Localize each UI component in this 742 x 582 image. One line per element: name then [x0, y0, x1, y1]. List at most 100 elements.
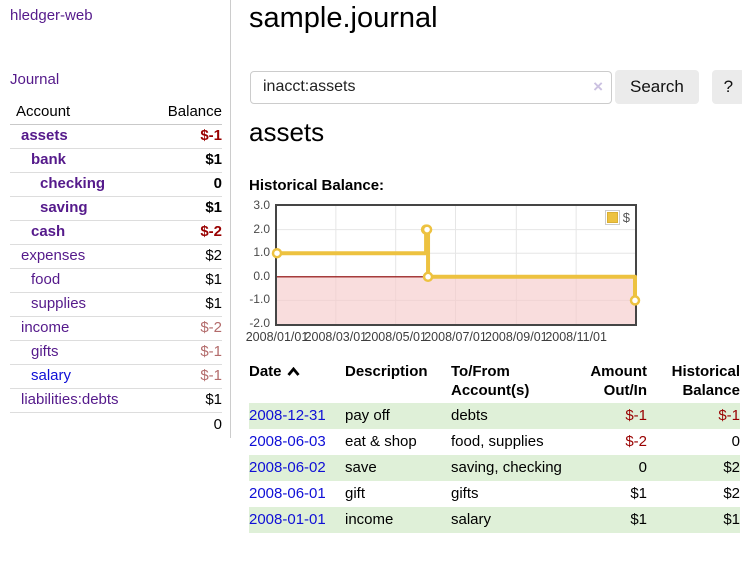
- account-row: saving $1: [10, 196, 222, 221]
- account-balance: $-2: [146, 316, 222, 341]
- account-link-salary[interactable]: salary: [31, 367, 72, 384]
- transaction-description: eat & shop: [345, 433, 417, 450]
- register-row: 2008-06-02 save saving, checking 0 $2: [249, 455, 740, 481]
- account-link-bank[interactable]: bank: [31, 151, 67, 168]
- account-row: cash $-2: [10, 220, 222, 245]
- transaction-accounts: salary: [451, 511, 492, 528]
- account-row: assets $-1: [10, 124, 222, 149]
- register-row: 2008-06-03 eat & shop food, supplies $-2…: [249, 429, 740, 455]
- accounts-table-header: Account Balance: [10, 100, 222, 125]
- transaction-date-link[interactable]: 2008-01-01: [249, 511, 326, 528]
- data-point-marker[interactable]: [271, 247, 283, 259]
- account-link-expenses[interactable]: expenses: [21, 247, 86, 264]
- transaction-accounts: food, supplies: [451, 433, 544, 450]
- account-link-liabilities-debts[interactable]: liabilities:debts: [21, 391, 119, 408]
- x-tick-label: 2008/03/01: [304, 330, 368, 344]
- account-row: bank $1: [10, 148, 222, 173]
- account-row: liabilities:debts $1: [10, 388, 222, 413]
- sort-ascending-icon: [286, 366, 300, 376]
- account-balance: $1: [146, 196, 222, 221]
- account-link-cash[interactable]: cash: [31, 223, 66, 240]
- column-header-date[interactable]: Date: [249, 359, 345, 403]
- account-link-checking[interactable]: checking: [40, 175, 106, 192]
- sidebar: hledger-web Journal Account Balance asse…: [0, 0, 231, 438]
- transaction-date-link[interactable]: 2008-12-31: [249, 407, 326, 424]
- transaction-description: pay off: [345, 407, 390, 424]
- y-axis-labels: 3.0 2.0 1.0 0.0 -1.0 -2.0: [232, 198, 272, 332]
- sidebar-item-journal[interactable]: Journal: [10, 71, 60, 88]
- account-row: salary $-1: [10, 364, 222, 389]
- x-tick-label: 2008/11/01: [545, 330, 607, 344]
- transaction-date-link[interactable]: 2008-06-02: [249, 459, 326, 476]
- account-balance: 0: [146, 172, 222, 197]
- account-balance: $1: [146, 268, 222, 293]
- y-tick-label: 2.0: [253, 221, 270, 236]
- account-row: supplies $1: [10, 292, 222, 317]
- transaction-balance: 0: [731, 433, 740, 450]
- register-header-row: Date Description To/From Account(s) Amoun…: [249, 359, 740, 403]
- search-input[interactable]: [250, 70, 612, 104]
- account-link-supplies[interactable]: supplies: [31, 295, 87, 312]
- transaction-description: save: [345, 459, 377, 476]
- transaction-balance: $-1: [718, 407, 740, 424]
- register-row: 2008-06-01 gift gifts $1 $2: [249, 481, 740, 507]
- account-row: food $1: [10, 268, 222, 293]
- account-balance: $-1: [146, 124, 222, 149]
- register-table: Date Description To/From Account(s) Amoun…: [249, 359, 740, 533]
- transaction-description: income: [345, 511, 394, 528]
- page-title: sample.journal: [249, 2, 438, 34]
- search-form: × Search ?: [250, 70, 742, 104]
- column-header-description: Description: [345, 363, 428, 380]
- account-column-header: Account: [10, 100, 147, 125]
- brand-link[interactable]: hledger-web: [10, 7, 93, 24]
- transaction-accounts: gifts: [451, 485, 479, 502]
- accounts-total-value: 0: [146, 412, 222, 437]
- data-point-marker[interactable]: [422, 271, 434, 283]
- transaction-amount: $-1: [625, 407, 647, 424]
- account-balance: $1: [146, 292, 222, 317]
- transaction-amount: $1: [630, 511, 647, 528]
- y-tick-label: -1.0: [249, 292, 270, 307]
- account-balance: $2: [146, 244, 222, 269]
- register-row: 2008-01-01 income salary $1 $1: [249, 507, 740, 533]
- account-link-gifts[interactable]: gifts: [31, 343, 59, 360]
- account-row: expenses $2: [10, 244, 222, 269]
- data-point-marker[interactable]: [629, 295, 641, 306]
- negative-region-fill: [277, 276, 635, 324]
- legend-swatch-icon: [604, 210, 620, 225]
- column-header-amount: Amount Out/In: [590, 363, 647, 399]
- transaction-balance: $2: [723, 459, 740, 476]
- chart-plot-area[interactable]: $: [271, 204, 641, 326]
- accounts-total-row: 0: [10, 412, 222, 437]
- account-link-assets[interactable]: assets: [21, 127, 68, 144]
- account-heading: assets: [249, 117, 325, 147]
- transaction-description: gift: [345, 485, 366, 502]
- account-balance: $-1: [146, 340, 222, 365]
- transaction-balance: $2: [723, 485, 740, 502]
- transaction-date-link[interactable]: 2008-06-01: [249, 485, 326, 502]
- x-tick-label: 2008/07/01: [424, 330, 487, 344]
- account-row: checking 0: [10, 172, 222, 197]
- main-content: sample.journal × Search ? assets Histori…: [232, 0, 742, 582]
- transaction-date-link[interactable]: 2008-06-03: [249, 433, 326, 450]
- account-row: income $-2: [10, 316, 222, 341]
- date-header-label: Date: [249, 363, 282, 380]
- account-link-food[interactable]: food: [31, 271, 61, 288]
- column-header-balance: Historical Balance: [671, 363, 740, 399]
- x-tick-label: 2008/05/01: [364, 330, 427, 344]
- transaction-accounts: saving, checking: [451, 459, 562, 476]
- x-tick-label: 2008/01/01: [245, 330, 309, 344]
- search-button[interactable]: Search: [615, 70, 699, 104]
- transaction-amount: $-2: [625, 433, 647, 450]
- account-link-income[interactable]: income: [21, 319, 70, 336]
- account-balance: $1: [146, 388, 222, 413]
- account-link-saving[interactable]: saving: [40, 199, 88, 216]
- historical-balance-chart: 3.0 2.0 1.0 0.0 -1.0 -2.0 $ 2008/01/01 2008/03…: [232, 198, 742, 346]
- x-axis-labels: 2008/01/01 2008/03/01 2008/05/01 2008/07/01…: [232, 330, 742, 346]
- account-balance: $-1: [146, 364, 222, 389]
- account-balance: $1: [146, 148, 222, 173]
- data-point-marker[interactable]: [421, 224, 433, 235]
- help-button[interactable]: ?: [711, 70, 742, 104]
- clear-search-icon[interactable]: ×: [593, 76, 603, 96]
